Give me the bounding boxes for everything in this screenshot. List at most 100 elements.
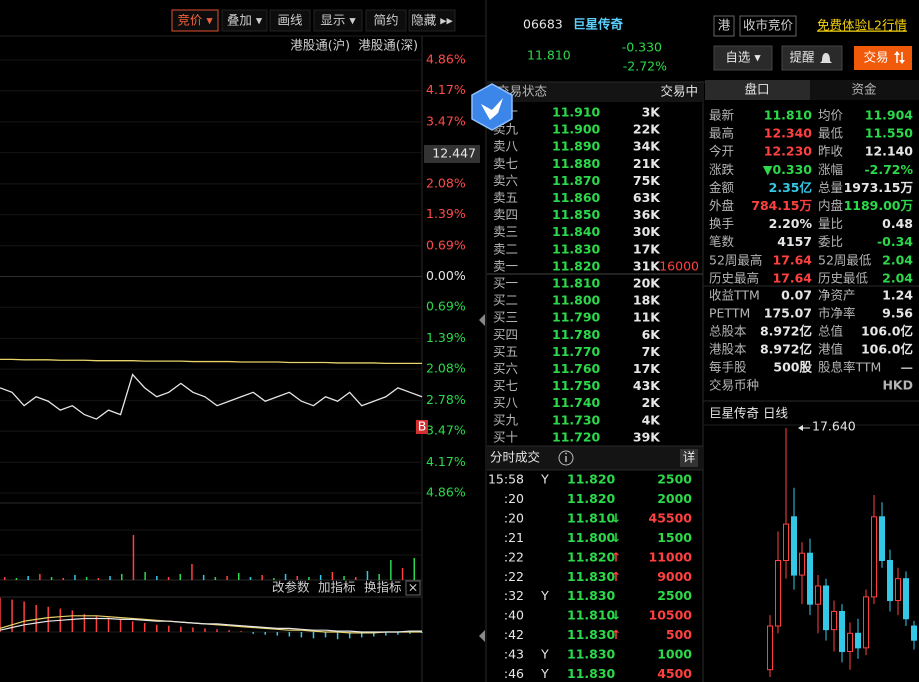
y-tick-label: 3.47%	[426, 423, 466, 438]
stat-label: 均价	[818, 108, 844, 123]
level-price: 11.820	[552, 258, 601, 273]
toolbar-label: 隐藏 ▸▸	[411, 13, 453, 28]
candle-body	[903, 578, 909, 620]
price-line	[0, 373, 423, 420]
volume-bar	[296, 576, 298, 580]
level-label: 买七	[493, 378, 518, 393]
legend-item: 港股通(沪)	[290, 38, 350, 53]
candle-body	[871, 516, 877, 598]
level-label: 卖四	[493, 207, 518, 222]
candle-body	[839, 610, 845, 652]
level-price: 11.790	[552, 310, 601, 325]
level-price: 11.900	[552, 122, 601, 137]
info-icon[interactable]	[558, 450, 574, 466]
avg-line	[0, 358, 422, 365]
level-price: 11.730	[552, 412, 601, 427]
level-price: 11.840	[552, 224, 601, 239]
collapse-arrow[interactable]	[479, 630, 485, 642]
badge-bird	[481, 98, 503, 120]
detail-button[interactable]	[680, 449, 698, 467]
trade-volume: 500	[666, 627, 692, 642]
trade-price: 11.820	[567, 549, 616, 564]
volume-bar	[167, 577, 170, 580]
stat-label: 收益TTM	[709, 288, 760, 303]
close-box[interactable]	[405, 580, 421, 596]
stat-label: 最高	[709, 126, 734, 141]
trade-time: :21	[504, 530, 524, 545]
level-label: 买二	[493, 293, 518, 308]
stat-value: 12.140	[865, 144, 914, 159]
trade-price: 11.830	[567, 647, 616, 662]
marker-label: B	[418, 419, 427, 434]
trade-time: :32	[504, 588, 524, 603]
marker-box	[416, 420, 428, 434]
volume-bar	[284, 574, 287, 580]
candle-body	[815, 585, 821, 605]
y-tick-label: 4.86%	[426, 485, 466, 500]
trade-arrow: ↓	[611, 530, 621, 545]
alert-button[interactable]	[781, 45, 843, 71]
level-volume: 75K	[633, 173, 661, 188]
trade-volume: 2500	[657, 472, 692, 487]
stat-value: -2.72%	[864, 162, 913, 177]
stat-label: 市净率	[818, 306, 856, 321]
watch-label: 自选 ▾	[725, 50, 761, 65]
stat-label: 换手	[709, 216, 734, 231]
cursor-tag	[424, 145, 480, 163]
chart-title: 巨星传奇 日线	[709, 406, 788, 421]
stat-value: 12.340	[764, 126, 813, 141]
y-tick-label: 3.47%	[426, 113, 466, 128]
stat-label: 港值	[818, 342, 843, 357]
trade-time: :22	[504, 549, 524, 564]
volume-bar	[121, 574, 123, 580]
stat-label: 总值	[818, 324, 843, 339]
level-label: 买一	[493, 276, 518, 291]
trade-price: 11.810	[567, 510, 616, 525]
volume-bar	[261, 575, 263, 580]
toolbar-button[interactable]	[269, 9, 311, 32]
candle-body	[823, 585, 829, 631]
toolbar-button[interactable]	[408, 9, 456, 32]
volume-bar	[15, 578, 18, 580]
volume-bar	[74, 575, 76, 580]
tab-active[interactable]	[705, 80, 810, 100]
toolbar-label: 显示 ▾	[320, 13, 356, 28]
trade-time: :40	[504, 608, 524, 623]
level-volume: 17K	[633, 361, 661, 376]
collapse-arrow[interactable]	[479, 314, 485, 326]
candle-body	[807, 552, 813, 605]
stat-value: 2.04	[882, 252, 913, 267]
volume-bar	[109, 576, 111, 580]
section-title: 分时成交	[490, 450, 540, 465]
level-price: 11.870	[552, 173, 601, 188]
volume-bar	[214, 577, 217, 580]
toolbar-button[interactable]	[313, 9, 363, 32]
toolbar-button[interactable]	[171, 9, 219, 32]
toolbar-label: 竞价 ▾	[177, 13, 213, 28]
level-volume: 3K	[642, 105, 662, 120]
trade-price: 11.820	[567, 472, 616, 487]
level-label: 卖六	[493, 173, 518, 188]
y-tick-label: 1.39%	[426, 206, 466, 221]
watch-button[interactable]	[713, 45, 773, 71]
level-label: 卖二	[493, 241, 518, 256]
stat-label: 最新	[709, 108, 734, 123]
market-tag: 港	[718, 18, 731, 33]
toolbar-button[interactable]	[365, 9, 407, 32]
trade-time: :43	[504, 647, 524, 662]
tab[interactable]	[810, 80, 919, 100]
volume-bar	[273, 578, 275, 580]
stock-name: 巨星传奇	[573, 17, 624, 32]
level-label: 买十	[493, 429, 518, 444]
floating-badge[interactable]	[471, 83, 513, 131]
trade-flag: Y	[540, 666, 549, 681]
toolbar-button[interactable]	[221, 9, 268, 32]
stat-value: 1973.15万	[844, 180, 913, 195]
candle-body	[767, 625, 773, 671]
stat-value: 2.04	[882, 270, 913, 285]
trade-volume: 1000	[657, 647, 692, 662]
badge-shape	[471, 83, 513, 131]
volume-bar	[343, 576, 345, 580]
